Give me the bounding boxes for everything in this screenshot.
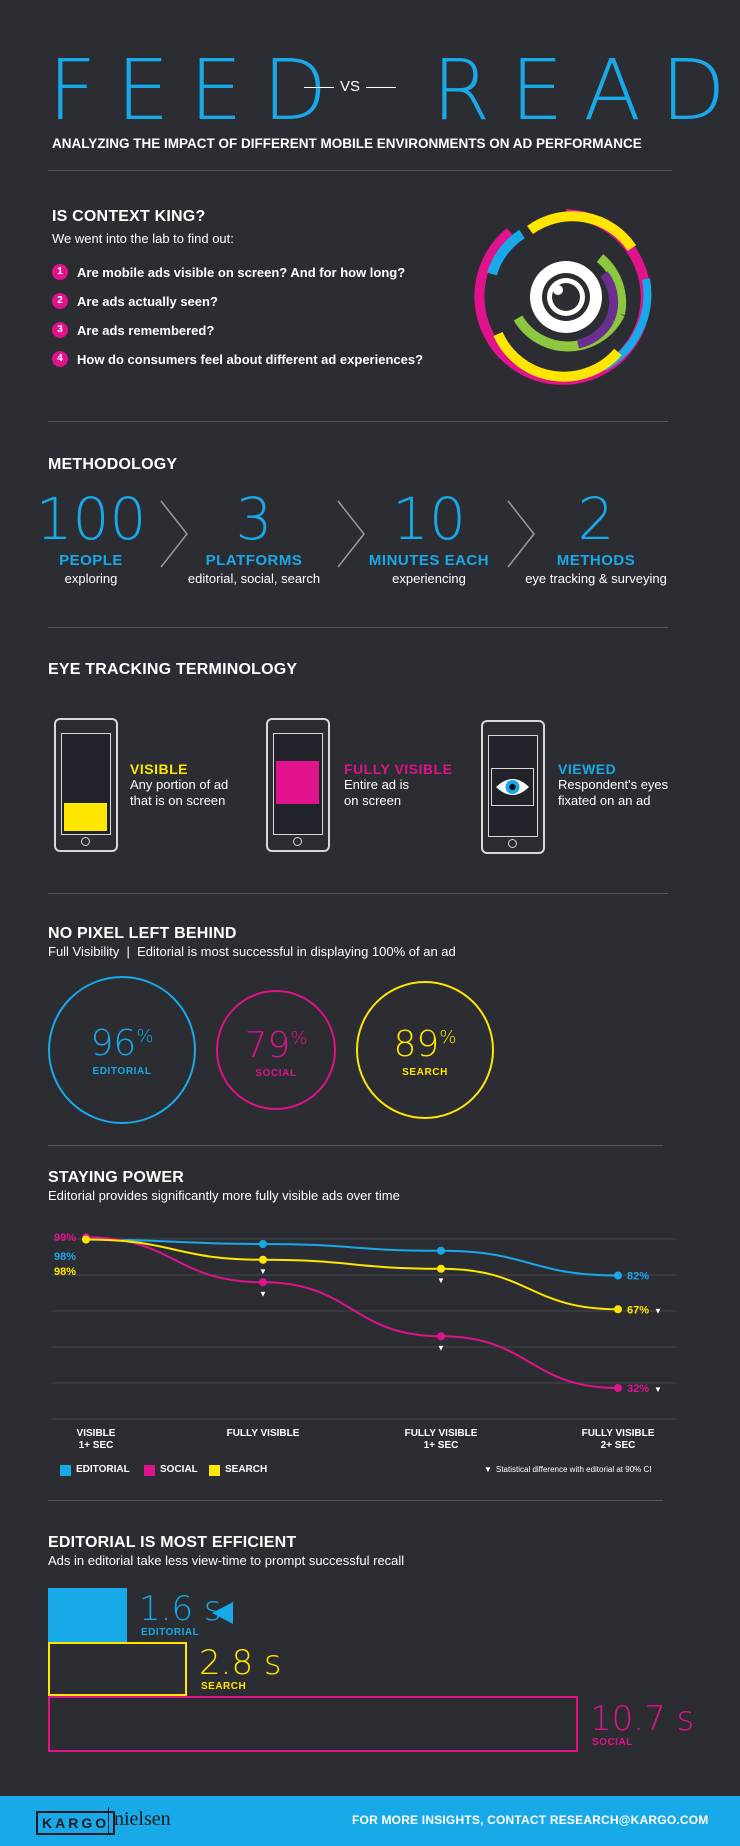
bar-editorial [48,1588,127,1642]
data-point-editorial [614,1271,622,1280]
term-viewed: VIEWED Respondent's eyes fixated on an ad [558,761,669,808]
methodology-heading: METHODOLOGY [48,456,178,473]
label-search: SEARCH [201,1681,247,1692]
data-point-search [259,1255,267,1264]
data-point-social [614,1384,622,1392]
start-label-search: 98% [54,1266,76,1278]
legend-label-editorial: EDITORIAL [76,1464,130,1475]
title-feed: FEED [48,41,348,139]
staying-subheading: Editorial provides significantly more fu… [48,1188,400,1203]
x-tick-label: 2+ SEC [601,1440,636,1451]
kargo-logo: KARGO [36,1811,116,1835]
label-social: SOCIAL [592,1737,633,1748]
eye-icon [496,779,529,795]
x-tick-label: 1+ SEC [79,1440,114,1451]
stat-circle-editorial: 96% EDITORIAL [48,976,196,1124]
x-tick-label: FULLY VISIBLE [582,1428,655,1439]
question-item: 2 Are ads actually seen? [52,293,218,309]
x-tick-label: FULLY VISIBLE [227,1428,300,1439]
start-label-social: 99% [54,1232,76,1244]
x-tick-label: 1+ SEC [424,1440,459,1451]
efficient-heading: EDITORIAL IS MOST EFFICIENT [48,1534,297,1551]
context-intro: We went into the lab to find out: [52,231,234,246]
end-label-editorial: 82% [627,1271,649,1283]
pixel-heading: NO PIXEL LEFT BEHIND [48,925,237,942]
chart-legend: EDITORIAL SOCIAL SEARCH ▼ Statistical di… [60,1464,680,1480]
x-tick-label: VISIBLE [77,1428,116,1439]
pixel-subheading: Full Visibility | Editorial is most succ… [48,944,456,959]
sig-marker: ▼ [437,1276,445,1285]
series-line-social [85,1236,619,1389]
value-editorial: 1.6 s [139,1589,222,1629]
page-subtitle: ANALYZING THE IMPACT OF DIFFERENT MOBILE… [52,136,642,151]
sig-marker: ▼ [437,1343,445,1352]
legend-swatch-search [209,1465,220,1476]
context-heading: IS CONTEXT KING? [52,208,206,225]
staying-heading: STAYING POWER [48,1169,184,1186]
title-read: READ [432,41,740,139]
bar-search [48,1642,187,1696]
arrow-left-icon [212,1602,233,1624]
question-item: 4 How do consumers feel about different a… [52,351,423,367]
chevron-right-icon [160,500,188,568]
legend-swatch-social [144,1465,155,1476]
sig-marker: ▼ [259,1289,267,1298]
sig-marker: ▼ [654,1385,662,1394]
stat-circle-search: 89% SEARCH [356,981,494,1119]
data-point-social [437,1332,445,1341]
data-point-search [82,1235,90,1244]
x-tick-label: FULLY VISIBLE [405,1428,478,1439]
bar-social [48,1696,578,1752]
legend-label-social: SOCIAL [160,1464,198,1475]
data-point-search [614,1305,622,1314]
series-line-search [85,1238,619,1311]
term-fully-visible: FULLY VISIBLE Entire ad is on screen [344,761,453,808]
data-point-search [437,1264,445,1273]
data-point-editorial [437,1246,445,1255]
chevron-right-icon [507,500,535,568]
end-label-social: 32% [627,1383,649,1395]
method-item: 2 METHODS eye tracking & surveying [525,485,667,586]
phone-visible-icon [54,718,118,852]
sig-marker: ▼ [259,1267,267,1276]
footer-bar: KARGO nielsen FOR MORE INSIGHTS, CONTACT… [0,1796,740,1846]
start-label-editorial: 98% [54,1251,76,1263]
contact-link[interactable]: FOR MORE INSIGHTS, CONTACT RESEARCH@KARG… [352,1813,709,1827]
method-item: 100 PEOPLE exploring [35,485,147,586]
legend-note: Statistical difference with editorial at… [496,1465,652,1474]
efficient-subheading: Ads in editorial take less view-time to … [48,1553,405,1568]
term-visible: VISIBLE Any portion of ad that is on scree… [130,761,229,808]
method-item: 3 PLATFORMS editorial, social, search [187,485,321,586]
label-editorial: EDITORIAL [141,1627,200,1638]
vs-label: VS [339,78,360,95]
question-item: 3 Are ads remembered? [52,322,214,338]
legend-label-search: SEARCH [225,1464,268,1475]
nielsen-logo: nielsen [114,1808,171,1830]
value-social: 10.7 s [590,1699,695,1739]
method-item: 10 MINUTES EACH experiencing [368,485,490,586]
sig-marker: ▼ [654,1306,662,1315]
data-point-editorial [259,1240,267,1248]
series-line-editorial [85,1238,619,1277]
down-triangle-icon: ▼ [484,1465,492,1474]
stat-circle-social: 79% SOCIAL [216,990,336,1110]
legend-swatch-editorial [60,1465,71,1476]
question-item: 1 Are mobile ads visible on screen? And f… [52,264,405,280]
terminology-heading: EYE TRACKING TERMINOLOGY [48,661,298,678]
vs-divider: VS [304,78,396,98]
phone-fully-visible-icon [266,718,330,852]
value-search: 2.8 s [199,1643,282,1683]
data-point-social [259,1278,267,1287]
chevron-right-icon [337,500,365,568]
end-label-search: 67% [627,1304,649,1316]
eye-target-icon [474,209,652,385]
phone-viewed-icon [481,720,545,854]
